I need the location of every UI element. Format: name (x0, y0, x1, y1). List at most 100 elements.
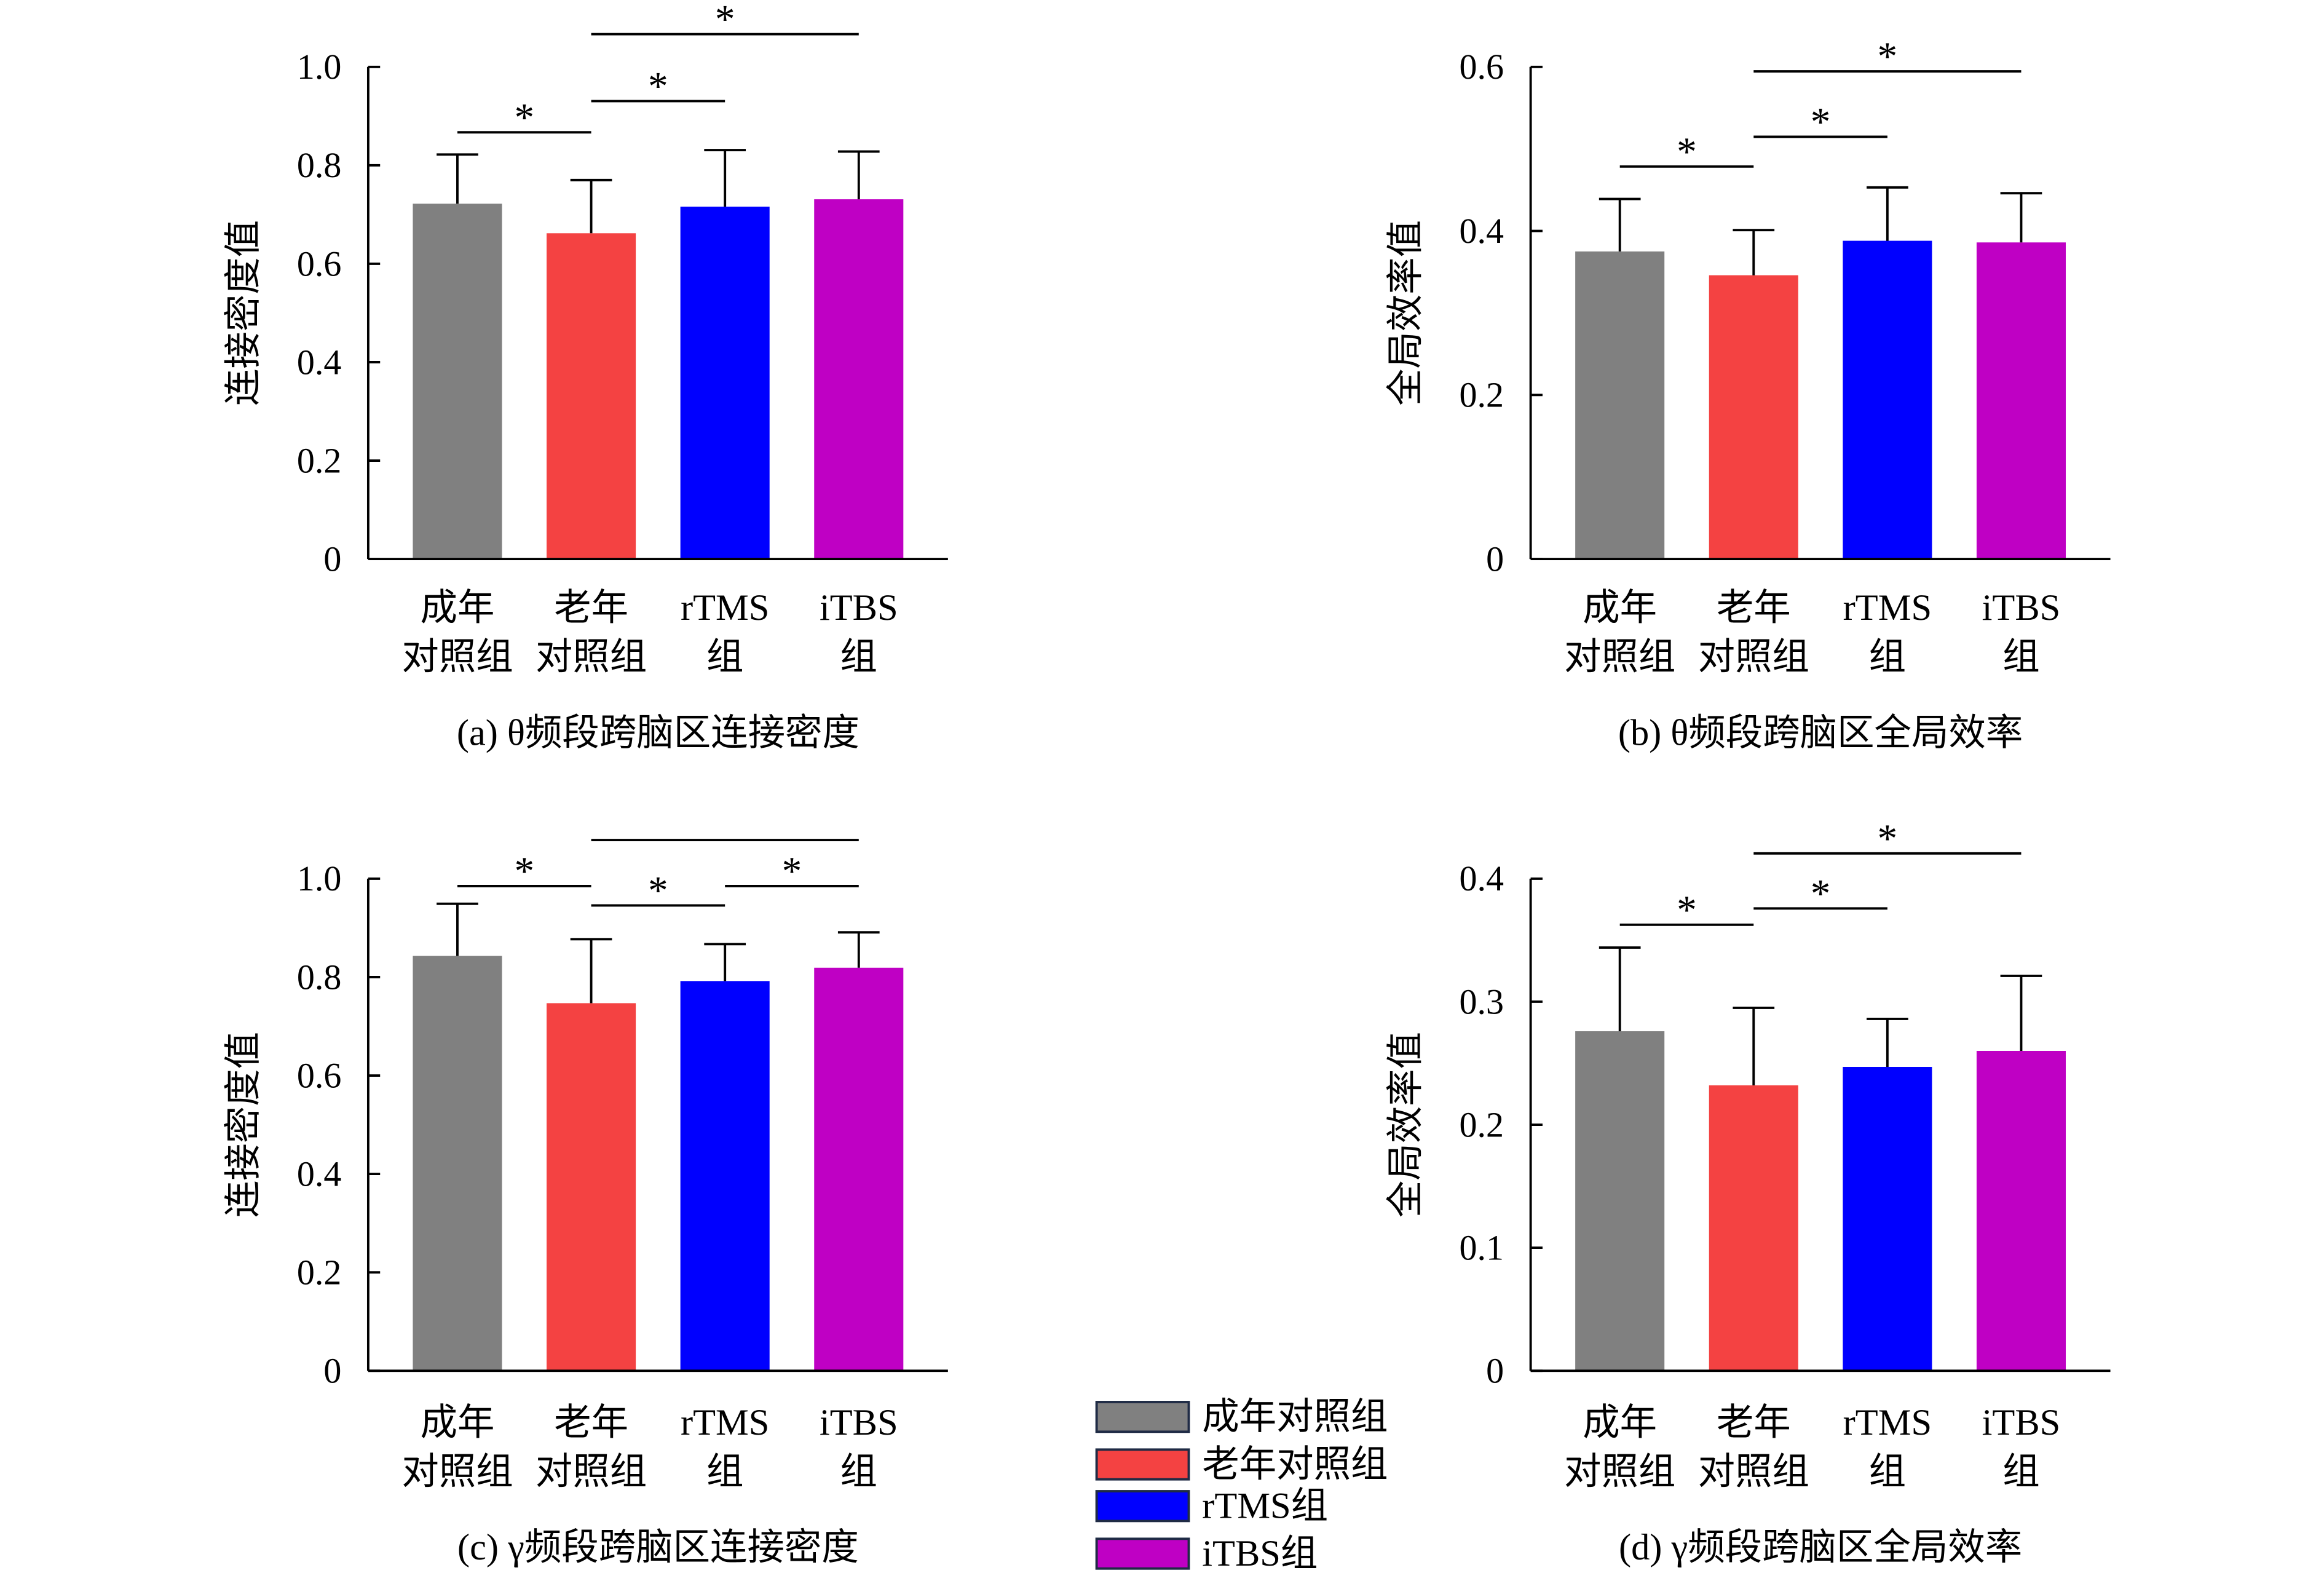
bar-4 (814, 199, 904, 560)
x-tick-label: iTBS (1982, 1402, 2061, 1443)
y-axis-label: 连接密度值 (223, 1032, 264, 1218)
x-tick-label: 成年 (1583, 1402, 1657, 1443)
y-tick-label: 0.6 (297, 244, 342, 283)
significance-star: * (1811, 872, 1831, 916)
x-tick-label: 老年 (554, 1402, 628, 1443)
y-tick-label: 1.0 (297, 47, 342, 87)
x-tick-label: iTBS (820, 1402, 898, 1443)
panel-caption: (b) θ频段跨脑区全局效率 (1618, 712, 2023, 753)
y-tick-label: 0 (1486, 539, 1504, 579)
x-tick-label: 对照组 (536, 636, 647, 678)
x-tick-label: 成年 (1583, 587, 1657, 628)
x-tick-label: 老年 (1717, 587, 1791, 628)
bar-3 (1843, 1067, 1932, 1371)
x-tick-label: 组 (1869, 1451, 1906, 1492)
significance-star: * (648, 869, 668, 913)
x-tick-label: iTBS (820, 587, 898, 628)
x-tick-label: 组 (840, 1451, 877, 1492)
legend-swatch-4 (1095, 1537, 1190, 1570)
x-tick-label: 对照组 (1698, 1451, 1809, 1492)
y-axis-label: 全局效率值 (1385, 1032, 1426, 1218)
significance-star: * (514, 850, 534, 894)
panel-caption: (d) γ频段跨脑区全局效率 (1619, 1527, 2022, 1568)
bar-1 (413, 204, 502, 560)
y-axis-label: 连接密度值 (223, 220, 264, 406)
bar-2 (547, 1003, 636, 1371)
y-tick-label: 0.4 (297, 1154, 342, 1194)
x-tick-label: 组 (706, 636, 743, 678)
legend-label-4: iTBS组 (1202, 1533, 1318, 1573)
bar-3 (680, 981, 770, 1371)
x-tick-label: 组 (2002, 1451, 2039, 1492)
significance-star: * (782, 850, 802, 894)
significance-star: * (1677, 888, 1697, 932)
y-tick-label: 0.4 (1460, 211, 1504, 251)
significance-star: * (715, 0, 735, 42)
bar-2 (547, 233, 636, 560)
legend-label-2: 老年对照组 (1202, 1444, 1388, 1485)
bar-2 (1709, 275, 1798, 560)
significance-star: * (1878, 817, 1898, 861)
x-tick-label: 组 (840, 636, 877, 678)
legend-swatch-2 (1095, 1448, 1190, 1481)
y-tick-label: 0.1 (1460, 1227, 1504, 1267)
x-tick-label: 对照组 (1564, 1451, 1675, 1492)
y-tick-label: 0 (323, 539, 341, 579)
significance-star: * (648, 65, 668, 109)
legend-label-3: rTMS组 (1202, 1486, 1328, 1527)
panel-a: 00.20.40.60.81.0成年对照组老年对照组rTMS组iTBS组***连… (223, 0, 948, 753)
bar-4 (1976, 242, 2066, 560)
y-tick-label: 0.6 (1460, 47, 1504, 87)
x-tick-label: 对照组 (1698, 636, 1809, 678)
y-tick-label: 0.2 (297, 440, 342, 480)
y-tick-label: 0.2 (1460, 1104, 1504, 1144)
bar-1 (413, 956, 502, 1371)
bar-3 (1843, 240, 1932, 560)
x-tick-label: 组 (1869, 636, 1906, 678)
legend-label-1: 成年对照组 (1202, 1396, 1388, 1437)
significance-star: * (1878, 35, 1898, 79)
x-tick-label: 对照组 (1564, 636, 1675, 678)
significance-star: * (514, 96, 534, 140)
bar-3 (680, 207, 770, 560)
y-tick-label: 0 (323, 1351, 341, 1391)
y-tick-label: 0.2 (297, 1252, 342, 1292)
y-tick-label: 0.4 (297, 342, 342, 382)
significance-star: * (1811, 100, 1831, 145)
y-tick-label: 1.0 (297, 858, 342, 898)
panel-b: 0 0.2 0.4 0.6 成年对照组 老年对照组 rTMS 组 iTBS 组 * * * 全局效率值 (b… (1385, 35, 2111, 753)
x-tick-label: 老年 (554, 587, 628, 628)
bar-4 (1976, 1051, 2066, 1371)
x-tick-label: 成年 (421, 1402, 495, 1443)
bar-2 (1709, 1085, 1798, 1371)
y-tick-label: 0.8 (297, 145, 342, 185)
panel-d: 0 0.1 0.2 0.3 0.4 成年对照组 老年对照组 rTMS 组 iTBS 组 * * * 全局效率… (1385, 817, 2111, 1568)
x-tick-label: 成年 (421, 587, 495, 628)
x-tick-label: rTMS (1843, 1402, 1932, 1443)
y-tick-label: 0.8 (297, 957, 342, 997)
y-tick-label: 0.2 (1460, 375, 1504, 415)
bar-4 (814, 967, 904, 1371)
x-tick-label: 对照组 (401, 1451, 513, 1492)
x-tick-label: 对照组 (401, 636, 513, 678)
x-tick-label: rTMS (681, 587, 769, 628)
legend-swatch-3 (1095, 1490, 1190, 1523)
y-tick-label: 0.3 (1460, 981, 1504, 1021)
bar-1 (1575, 251, 1665, 560)
x-tick-label: 组 (2002, 636, 2039, 678)
x-tick-label: rTMS (681, 1402, 769, 1443)
y-tick-label: 0.6 (297, 1055, 342, 1095)
significance-star: * (1677, 130, 1697, 174)
y-tick-label: 0.4 (1460, 858, 1504, 898)
panel-caption: (c) γ频段跨脑区连接密度 (457, 1527, 859, 1568)
panel-caption: (a) θ频段跨脑区连接密度 (457, 712, 860, 753)
x-tick-label: 老年 (1717, 1402, 1791, 1443)
y-tick-label: 0 (1486, 1351, 1504, 1391)
x-tick-label: 组 (706, 1451, 743, 1492)
x-tick-label: 对照组 (536, 1451, 647, 1492)
x-tick-label: iTBS (1982, 587, 2061, 628)
